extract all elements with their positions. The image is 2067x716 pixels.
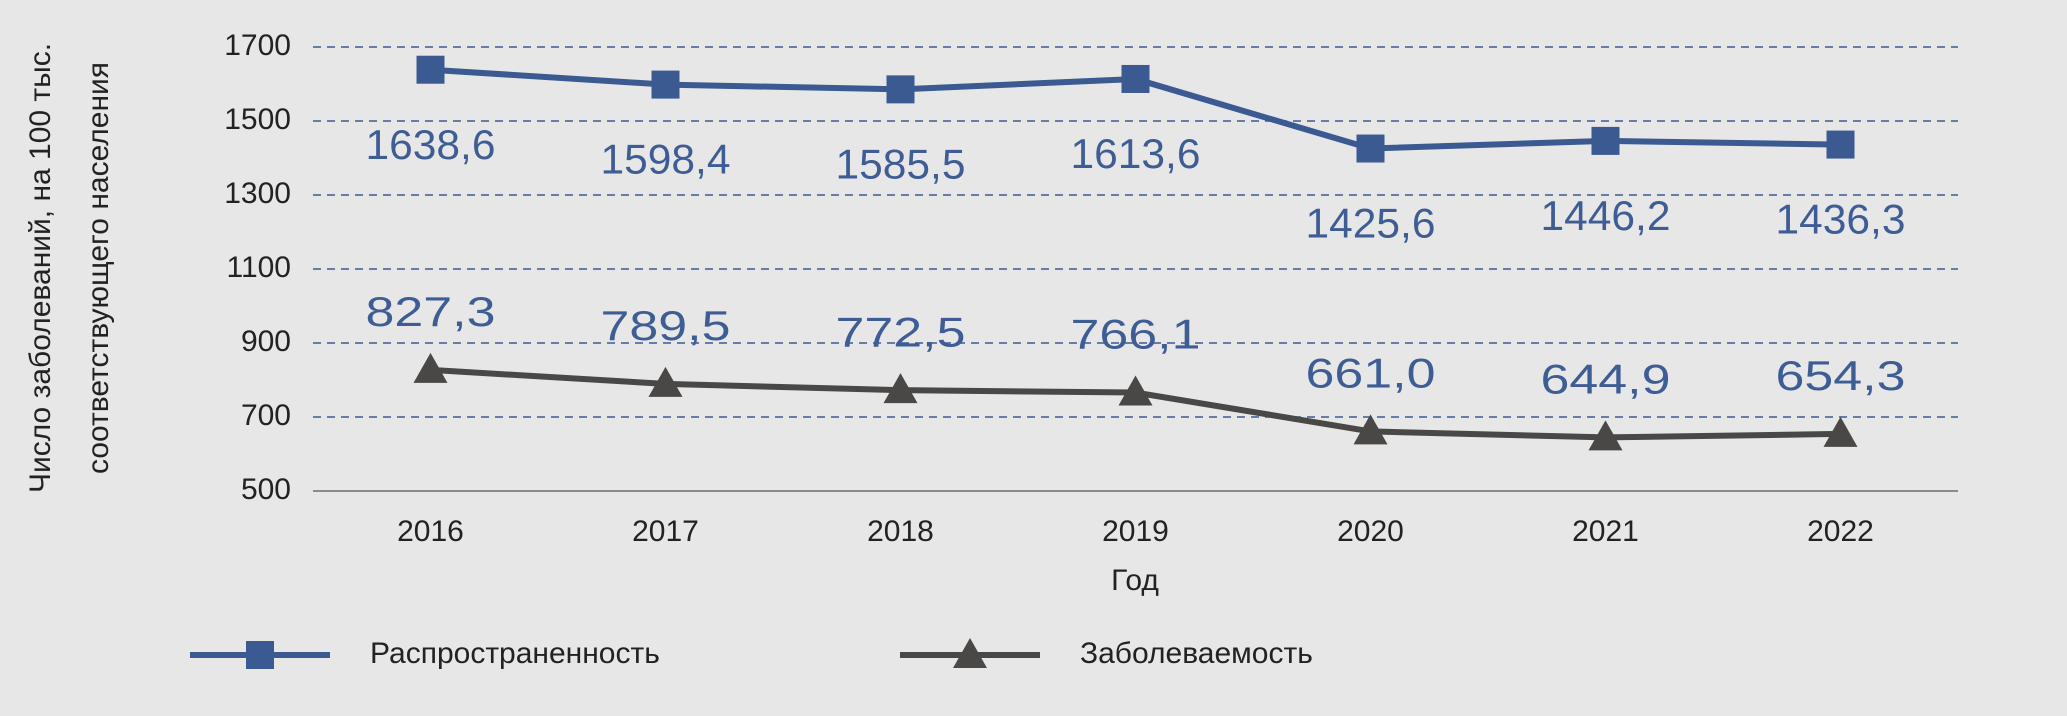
data-point <box>651 70 680 99</box>
y-tick-label: 1300 <box>224 177 291 210</box>
data-point <box>1588 420 1623 451</box>
x-tick-label: 2022 <box>1807 515 1874 548</box>
data-label: 654,3 <box>1776 352 1906 399</box>
x-axis-label: Год <box>1111 564 1159 597</box>
data-label: 1425,6 <box>1306 200 1436 247</box>
data-label: 1613,6 <box>1071 130 1201 177</box>
data-point <box>1591 126 1620 155</box>
x-tick-label: 2018 <box>867 515 934 548</box>
y-tick-label: 1500 <box>224 103 291 136</box>
data-point <box>1353 414 1388 445</box>
legend-marker <box>246 641 274 669</box>
y-axis-label: соответствующего населения <box>82 62 115 474</box>
x-tick-label: 2020 <box>1337 515 1404 548</box>
data-label: 1446,2 <box>1541 192 1671 239</box>
y-tick-label: 900 <box>241 325 291 358</box>
data-label: 827,3 <box>366 288 496 335</box>
legend-label: Заболеваемость <box>1080 637 1313 670</box>
legend-marker <box>953 638 987 668</box>
x-tick-label: 2021 <box>1572 515 1639 548</box>
x-tick-label: 2016 <box>397 515 464 548</box>
y-tick-label: 500 <box>241 473 291 506</box>
data-label: 1638,6 <box>366 121 496 168</box>
legend-label: Распространенность <box>370 637 660 670</box>
data-point <box>883 373 918 404</box>
data-label: 661,0 <box>1306 350 1436 397</box>
data-point <box>1118 375 1153 406</box>
data-point <box>648 366 683 397</box>
data-point <box>1356 134 1385 163</box>
x-tick-label: 2019 <box>1102 515 1169 548</box>
data-point <box>886 75 915 104</box>
data-label: 766,1 <box>1071 311 1201 358</box>
data-point <box>1121 64 1150 93</box>
y-axis-label: Число заболеваний, на 100 тыс. <box>24 43 57 493</box>
data-label: 772,5 <box>836 308 966 355</box>
data-point <box>1826 130 1855 159</box>
y-tick-label: 700 <box>241 399 291 432</box>
data-point <box>416 55 445 84</box>
data-point <box>413 352 448 383</box>
data-label: 1436,3 <box>1776 196 1906 243</box>
data-label: 644,9 <box>1541 355 1671 402</box>
data-label: 789,5 <box>601 302 731 349</box>
y-tick-label: 1100 <box>226 251 291 284</box>
y-tick-label: 1700 <box>224 29 291 62</box>
data-point <box>1823 416 1858 447</box>
data-label: 1585,5 <box>836 140 966 187</box>
data-label: 1598,4 <box>601 136 731 183</box>
x-tick-label: 2017 <box>632 515 699 548</box>
